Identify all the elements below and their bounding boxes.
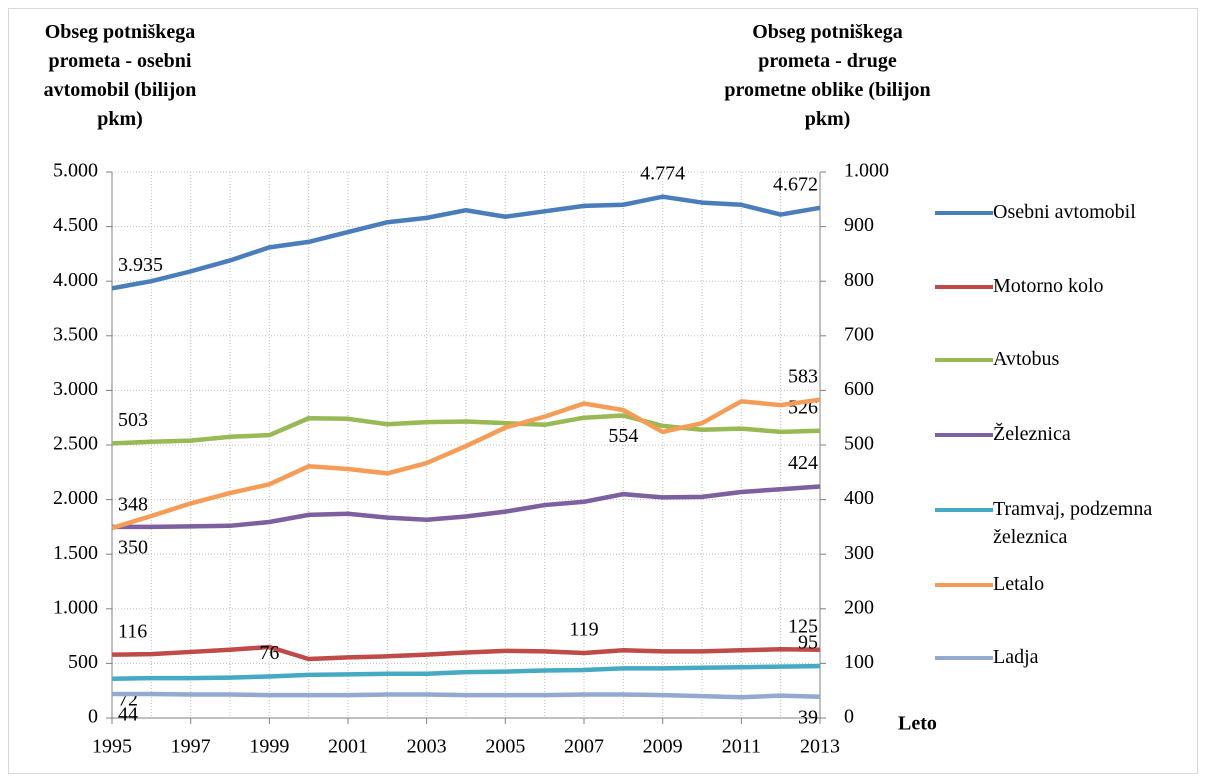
data-label: 4.774: [640, 162, 685, 184]
legend-swatch: [935, 285, 993, 289]
series-line: [112, 691, 821, 700]
legend-label: Letalo: [993, 573, 1045, 595]
y2-tick-label: 300: [844, 542, 874, 564]
series-line: [111, 644, 821, 662]
y-tick-label: 0: [88, 706, 98, 728]
y-tick-label: 500: [68, 651, 98, 673]
legend-label: Tramvaj, podzemna železnica: [993, 498, 1153, 548]
y2-tick-label: 800: [844, 269, 874, 291]
legend-item: Avtobus: [935, 345, 1183, 373]
data-label: 125: [788, 615, 818, 637]
legend-label: Osebni avtomobil: [993, 201, 1136, 223]
legend-swatch: [935, 656, 993, 660]
data-label: 424: [788, 452, 818, 474]
x-tick-label: 2001: [328, 736, 368, 758]
y-tick-label: 1.500: [53, 542, 98, 564]
y2-tick-label: 100: [844, 651, 874, 673]
legend-label: Avtobus: [993, 348, 1060, 370]
y-tick-label: 4.500: [53, 214, 98, 236]
data-label: 350: [118, 536, 148, 558]
y-tick-label: 5.000: [53, 160, 98, 182]
data-label: 4.672: [773, 173, 818, 195]
legend-label: Ladja: [993, 646, 1039, 668]
data-label: 39: [798, 706, 818, 728]
y-axis-title: Obseg potniškega prometa - osebni avtomo…: [43, 21, 197, 130]
series-line: [111, 194, 821, 291]
x-tick-label: 1999: [249, 736, 289, 758]
legend-item: Motorno kolo: [935, 272, 1183, 300]
legend-item: Letalo: [935, 570, 1183, 598]
data-label: 116: [118, 620, 147, 642]
y2-tick-label: 900: [844, 214, 874, 236]
y2-axis-title: Obseg potniškega prometa - druge prometn…: [724, 21, 931, 130]
legend-swatch: [935, 433, 993, 437]
y-tick-label: 3.000: [53, 378, 98, 400]
y-tick-label: 3.500: [53, 323, 98, 345]
y-tick-label: 4.000: [53, 269, 98, 291]
legend-swatch: [935, 508, 993, 512]
x-tick-label: 2011: [722, 736, 761, 758]
y2-tick-label: 700: [844, 323, 874, 345]
data-label: 554: [608, 425, 638, 447]
data-label: 119: [569, 619, 598, 641]
legend-item: Osebni avtomobil: [935, 198, 1183, 226]
data-label: 76: [259, 642, 279, 664]
data-label: 348: [118, 494, 148, 516]
series-line: [111, 397, 821, 531]
x-tick-label: 2007: [564, 736, 604, 758]
x-tick-label: 2009: [643, 736, 683, 758]
x-axis-title: Leto: [898, 713, 937, 735]
legend-swatch: [935, 358, 993, 362]
y2-tick-label: 1.000: [844, 160, 889, 182]
data-label: 503: [118, 409, 148, 431]
y2-tick-label: 400: [844, 487, 874, 509]
legend-swatch: [935, 211, 993, 215]
legend-item: Ladja: [935, 643, 1183, 671]
y2-tick-label: 0: [844, 706, 854, 728]
y-tick-label: 2.500: [53, 433, 98, 455]
data-label: 583: [788, 365, 818, 387]
legend-swatch: [935, 583, 993, 587]
data-label: 44: [118, 704, 138, 726]
data-label: 95: [798, 632, 818, 654]
series-line: [111, 413, 821, 446]
y-tick-label: 2.000: [53, 487, 98, 509]
legend-item: Tramvaj, podzemna železnica: [935, 495, 1183, 551]
legend-label: Motorno kolo: [993, 275, 1104, 297]
series-line: [112, 484, 821, 530]
legend-item: Železnica: [935, 420, 1183, 448]
series-line: [111, 663, 821, 681]
x-tick-label: 1997: [171, 736, 211, 758]
x-tick-label: 2013: [800, 736, 840, 758]
x-tick-label: 2003: [407, 736, 447, 758]
x-tick-label: 2005: [485, 736, 525, 758]
y2-tick-label: 600: [844, 378, 874, 400]
data-label: 3.935: [118, 254, 163, 276]
chart-frame: [8, 8, 1198, 774]
y2-tick-label: 200: [844, 596, 874, 618]
legend-label: Železnica: [993, 423, 1071, 445]
y-tick-label: 1.000: [53, 596, 98, 618]
y2-tick-label: 500: [844, 433, 874, 455]
x-tick-label: 1995: [92, 736, 132, 758]
